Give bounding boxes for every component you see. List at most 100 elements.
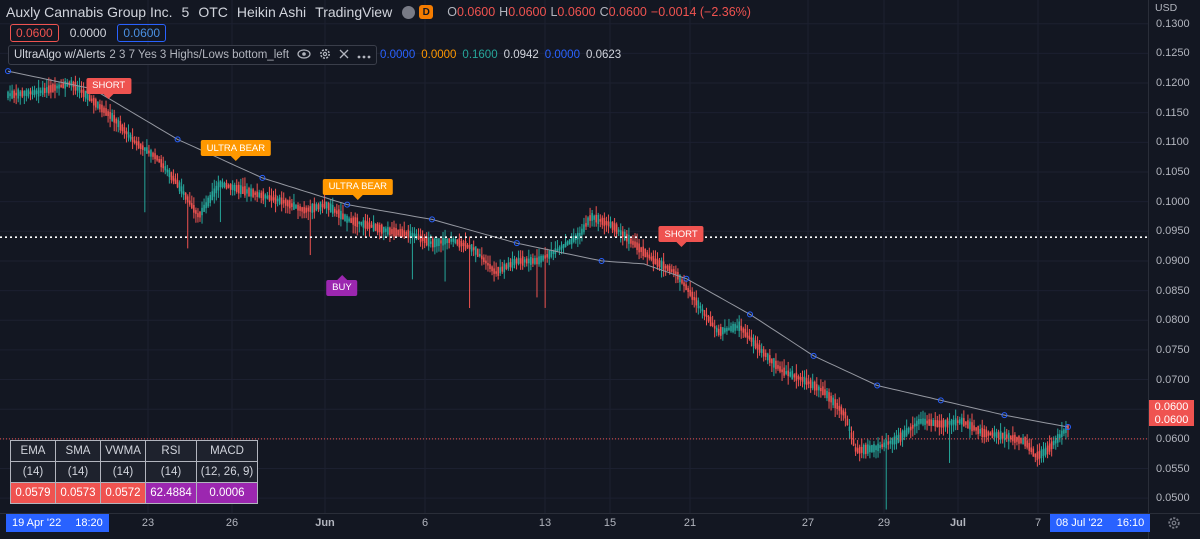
- candle-body: [1038, 450, 1041, 459]
- start-date-badge: 19 Apr '22 18:20: [6, 514, 109, 532]
- candle-body: [66, 82, 69, 87]
- candle-body: [536, 257, 538, 265]
- candle-body: [544, 255, 546, 259]
- delayed-badge[interactable]: D: [419, 5, 434, 19]
- close-icon[interactable]: [339, 48, 349, 62]
- table-values-row: 0.0579 0.0573 0.0572 62.4884 0.0006: [10, 482, 258, 504]
- currency-label[interactable]: USD: [1155, 2, 1178, 14]
- candle-body: [344, 214, 346, 222]
- candle-body: [607, 221, 610, 227]
- candle-body: [742, 328, 745, 333]
- candle-body: [378, 224, 381, 233]
- table-header-cell: SMA: [55, 440, 101, 462]
- y-tick-label: 0.1050: [1156, 165, 1190, 178]
- candle-body: [566, 241, 569, 246]
- candle-body: [648, 254, 651, 259]
- table-param-cell: (14): [55, 461, 101, 483]
- candle-body: [572, 235, 575, 242]
- candle-body: [836, 402, 839, 409]
- candle-body: [987, 431, 990, 436]
- candles: [7, 75, 1069, 510]
- candle-body: [632, 240, 634, 245]
- candle-body: [9, 93, 11, 97]
- candle-body: [509, 262, 512, 267]
- candle-body: [29, 91, 32, 95]
- y-tick-label: 0.0800: [1156, 314, 1190, 327]
- candle-body: [687, 288, 689, 293]
- candle-body: [885, 439, 888, 449]
- y-tick-label: 0.1100: [1156, 136, 1189, 149]
- candle-body: [95, 99, 97, 108]
- candle-body: [260, 192, 263, 198]
- candle-body: [199, 211, 201, 218]
- candle-body: [997, 432, 1000, 438]
- candle-body: [999, 431, 1002, 440]
- candle-body: [973, 425, 975, 431]
- candle-body: [391, 229, 393, 235]
- candle-body: [15, 92, 17, 96]
- symbol-name[interactable]: Auxly Cannabis Group Inc.: [6, 4, 173, 20]
- x-tick-label: Jun: [315, 517, 335, 529]
- candle-body: [934, 420, 937, 427]
- candle-body: [19, 91, 22, 96]
- candle-body: [930, 419, 932, 426]
- more-icon[interactable]: [357, 48, 371, 62]
- settings-gear-icon[interactable]: [319, 48, 331, 63]
- interval[interactable]: 5: [181, 4, 190, 20]
- y-tick-label: 0.1250: [1156, 47, 1190, 60]
- candle-body: [558, 247, 561, 251]
- signal-label-bear: ULTRA BEAR: [200, 140, 272, 157]
- candle-body: [628, 234, 630, 244]
- candle-body: [39, 90, 42, 93]
- candle-body: [60, 84, 62, 88]
- candle-body: [773, 358, 775, 368]
- candle-body: [1005, 434, 1008, 439]
- candle-body: [468, 244, 471, 250]
- candle-body: [744, 328, 747, 337]
- candle-body: [466, 244, 469, 248]
- candle-body: [148, 150, 150, 154]
- candle-body: [832, 397, 834, 406]
- candle-body: [940, 420, 943, 428]
- sell-button[interactable]: 0.0600: [10, 24, 59, 42]
- candle-body: [276, 198, 279, 202]
- candle-body: [907, 427, 910, 433]
- candle-body: [340, 210, 342, 220]
- candle-body: [121, 124, 124, 132]
- candle-body: [858, 446, 861, 454]
- candle-body: [191, 203, 193, 209]
- indicator-value-5: 0.0000: [544, 49, 580, 61]
- candle-body: [393, 227, 395, 237]
- indicator-table: EMA SMA VWMA RSI MACD (14) (14) (14) (14…: [10, 440, 258, 504]
- candle-body: [799, 376, 802, 381]
- indicator-legend-box[interactable]: UltraAlgo w/Alerts 2 3 7 Yes 3 Highs/Lows…: [8, 45, 378, 65]
- candle-body: [458, 238, 461, 248]
- eye-icon[interactable]: [297, 48, 311, 62]
- chart-style[interactable]: Heikin Ashi: [236, 4, 307, 20]
- candle-body: [105, 108, 107, 116]
- candle-body: [264, 194, 267, 199]
- indicator-value-3: 0.1600: [462, 49, 498, 61]
- candle-body: [905, 428, 908, 436]
- candle-body: [346, 215, 348, 223]
- candle-body: [313, 203, 316, 213]
- candle-body: [154, 153, 156, 160]
- candle-body: [454, 239, 457, 243]
- ohlc-item: −0.0014 (−2.36%): [650, 5, 751, 19]
- candle-body: [865, 444, 867, 454]
- candle-body: [854, 447, 857, 452]
- candle-body: [611, 221, 614, 230]
- y-tick-label: 0.0550: [1156, 462, 1190, 475]
- y-tick-label: 0.0950: [1156, 225, 1190, 238]
- market-status-icon[interactable]: [402, 5, 416, 19]
- candle-body: [254, 192, 256, 195]
- chart-settings-gear-icon[interactable]: [1167, 516, 1181, 530]
- candle-body: [803, 376, 806, 385]
- candle-body: [818, 386, 820, 391]
- x-tick-label: 27: [801, 517, 815, 529]
- candle-body: [287, 200, 289, 207]
- buy-button[interactable]: 0.0600: [117, 24, 167, 42]
- candle-body: [1042, 449, 1045, 457]
- candle-body: [144, 147, 146, 151]
